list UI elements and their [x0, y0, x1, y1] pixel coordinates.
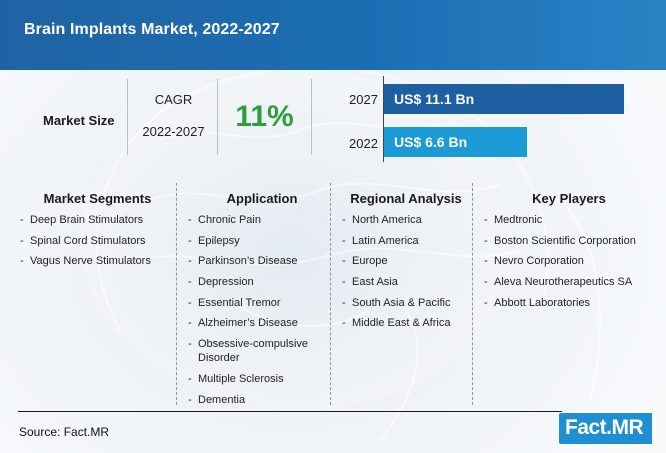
list-item: - East Asia: [342, 276, 398, 289]
list-item: - Europe: [342, 255, 388, 268]
section-heading: Market Segments: [43, 191, 152, 206]
list-item: - Latin America: [342, 234, 419, 247]
factmr-logo: Fact.MR: [559, 413, 652, 444]
list-item: - Dementia: [188, 393, 246, 406]
list-item: - Boston Scientific Corporation: [484, 234, 636, 247]
list-item: - Middle East & Africa: [342, 317, 451, 330]
cagr-label: CAGR: [154, 92, 193, 107]
regional-analysis-section: Regional Analysis - North America - Latin …: [342, 191, 470, 337]
section-heading: Application: [226, 191, 298, 206]
cagr-period: 2022-2027: [142, 124, 205, 139]
application-section: Application - Chronic Pain - Epilepsy - Par…: [188, 191, 336, 413]
list-item: - Nevro Corporation: [484, 255, 584, 268]
list-item: - Parkinson’s Disease: [188, 255, 298, 268]
header-banner: Brain Implants Market, 2022-2027: [0, 0, 666, 70]
key-players-list: - Medtronic - Boston Scientific Corporatio…: [484, 213, 654, 310]
list-item: - Epilepsy: [188, 234, 240, 247]
section-heading: Key Players: [532, 191, 606, 206]
list-item: - Depression: [188, 276, 254, 289]
list-item: - Medtronic: [484, 214, 543, 226]
cagr-box: CAGR 2022-2027: [127, 79, 218, 155]
column-divider: [472, 183, 473, 405]
list-item: - Deep Brain Stimulators: [20, 214, 144, 226]
column-divider: [330, 183, 331, 405]
list-item: - Vagus Nerve Stimulators: [20, 255, 151, 268]
cagr-value: 11%: [218, 79, 312, 155]
list-item: - South Asia & Pacific: [342, 296, 451, 309]
list-item: - Multiple Sclerosis: [188, 372, 284, 385]
list-item: - Obsessive-compulsive Disorder: [188, 338, 309, 365]
page-title: Brain Implants Market, 2022-2027: [24, 21, 280, 38]
logo-text: Fact.MR: [565, 416, 644, 439]
list-item: - Chronic Pain: [188, 214, 261, 226]
market-size-bar-2022: US$ 6.6 Bn: [384, 127, 527, 157]
region-list: - North America - Latin America - Europe -E…: [342, 213, 470, 330]
year-label-2027: 2027: [349, 92, 378, 107]
bar-axis-line: [383, 76, 384, 162]
key-players-section: Key Players - Medtronic - Boston Scientifi…: [484, 191, 654, 316]
year-label-2022: 2022: [349, 136, 378, 151]
market-segments-section: Market Segments - Deep Brain Stimulators …: [20, 191, 175, 275]
list-item: - Alzheimer’s Disease: [188, 317, 298, 330]
list-item: - Essential Tremor: [188, 296, 281, 309]
segment-list: - Deep Brain Stimulators - Spinal Cord Sti…: [20, 213, 175, 268]
list-item: - North America: [342, 214, 422, 226]
source-note: Source: Fact.MR: [19, 425, 110, 439]
market-size-label: Market Size: [43, 113, 115, 128]
section-heading: Regional Analysis: [350, 191, 462, 206]
market-size-bar-2027: US$ 11.1 Bn: [384, 84, 624, 114]
list-item: - Aleva Neurotherapeutics SA: [484, 276, 633, 289]
footer-divider: [18, 411, 562, 412]
application-list: - Chronic Pain - Epilepsy - Parkinson’s Dis…: [188, 213, 336, 407]
list-item: - Abbott Laboratories: [484, 296, 591, 309]
column-divider: [176, 183, 177, 405]
list-item: - Spinal Cord Stimulators: [20, 234, 146, 247]
